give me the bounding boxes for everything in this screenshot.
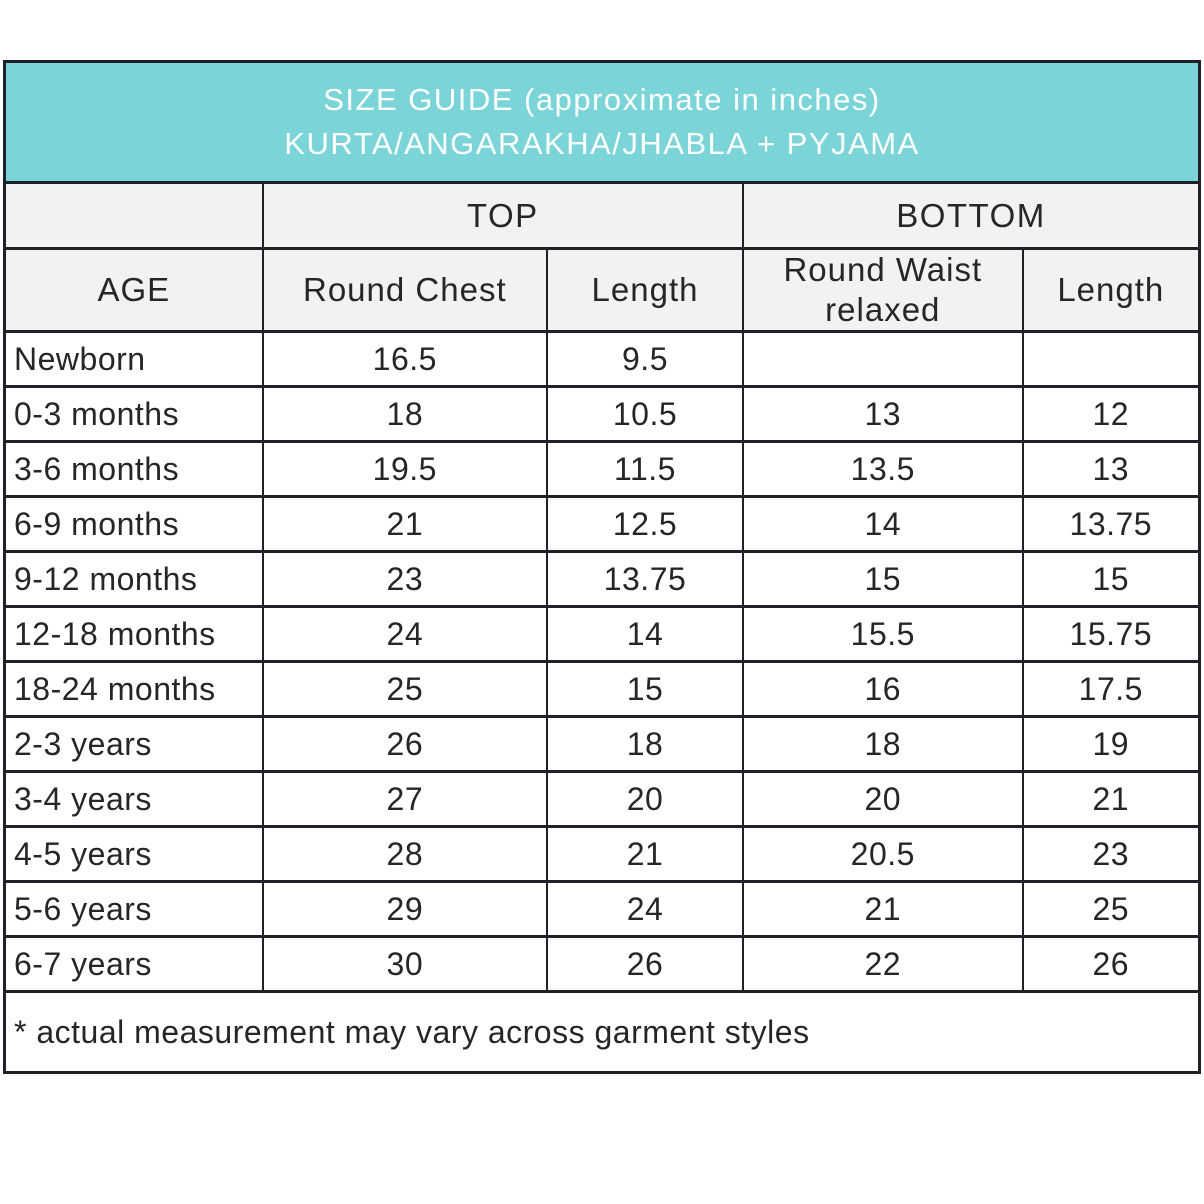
age-cell: 2-3 years <box>3 715 264 773</box>
round-waist-cell: 15.5 <box>741 605 1024 663</box>
round-waist-cell: 18 <box>741 715 1024 773</box>
top-length-cell: 24 <box>546 880 744 938</box>
table-row: 6-9 months 21 12.5 14 13.75 <box>3 495 1201 553</box>
round-waist-cell <box>741 330 1024 388</box>
round-chest-cell: 24 <box>261 605 549 663</box>
round-waist-cell: 15 <box>741 550 1024 608</box>
footnote-text: * actual measurement may vary across gar… <box>3 990 1201 1074</box>
round-waist-cell: 20 <box>741 770 1024 828</box>
column-header-round-chest: Round Chest <box>261 247 549 333</box>
top-length-cell: 9.5 <box>546 330 744 388</box>
round-chest-cell: 16.5 <box>261 330 549 388</box>
top-length-cell: 10.5 <box>546 385 744 443</box>
round-waist-cell: 14 <box>741 495 1024 553</box>
top-length-cell: 14 <box>546 605 744 663</box>
top-length-cell: 21 <box>546 825 744 883</box>
round-chest-cell: 28 <box>261 825 549 883</box>
table-row: 2-3 years 26 18 18 19 <box>3 715 1201 773</box>
round-waist-cell: 16 <box>741 660 1024 718</box>
title-line-2: KURTA/ANGARAKHA/JHABLA + PYJAMA <box>284 126 920 161</box>
round-chest-cell: 21 <box>261 495 549 553</box>
round-waist-cell: 22 <box>741 935 1024 993</box>
round-chest-cell: 19.5 <box>261 440 549 498</box>
footnote-row: * actual measurement may vary across gar… <box>3 990 1201 1074</box>
table-row: 3-6 months 19.5 11.5 13.5 13 <box>3 440 1201 498</box>
top-length-cell: 13.75 <box>546 550 744 608</box>
round-chest-cell: 29 <box>261 880 549 938</box>
age-cell: 0-3 months <box>3 385 264 443</box>
age-cell: 18-24 months <box>3 660 264 718</box>
column-header-top-length: Length <box>546 247 744 333</box>
table-row: 4-5 years 28 21 20.5 23 <box>3 825 1201 883</box>
age-cell: 3-4 years <box>3 770 264 828</box>
title-cell: SIZE GUIDE (approximate in inches) KURTA… <box>3 60 1201 184</box>
age-cell: 6-7 years <box>3 935 264 993</box>
table-row: 12-18 months 24 14 15.5 15.75 <box>3 605 1201 663</box>
round-chest-cell: 30 <box>261 935 549 993</box>
round-waist-cell: 21 <box>741 880 1024 938</box>
bottom-length-cell <box>1021 330 1201 388</box>
top-length-cell: 11.5 <box>546 440 744 498</box>
bottom-length-cell: 15 <box>1021 550 1201 608</box>
table-row: 6-7 years 30 26 22 26 <box>3 935 1201 993</box>
age-cell: Newborn <box>3 330 264 388</box>
top-length-cell: 26 <box>546 935 744 993</box>
age-cell: 12-18 months <box>3 605 264 663</box>
round-waist-line-1: Round Waist <box>783 251 983 289</box>
group-header-row: TOP BOTTOM <box>3 181 1201 250</box>
bottom-length-cell: 13.75 <box>1021 495 1201 553</box>
column-header-row: AGE Round Chest Length Round Waist relax… <box>3 247 1201 333</box>
round-chest-cell: 23 <box>261 550 549 608</box>
bottom-length-cell: 12 <box>1021 385 1201 443</box>
round-chest-cell: 18 <box>261 385 549 443</box>
column-header-age: AGE <box>3 247 264 333</box>
age-cell: 6-9 months <box>3 495 264 553</box>
bottom-length-cell: 23 <box>1021 825 1201 883</box>
bottom-length-cell: 26 <box>1021 935 1201 993</box>
table-row: 0-3 months 18 10.5 13 12 <box>3 385 1201 443</box>
table-row: 9-12 months 23 13.75 15 15 <box>3 550 1201 608</box>
age-cell: 4-5 years <box>3 825 264 883</box>
top-length-cell: 12.5 <box>546 495 744 553</box>
round-waist-cell: 20.5 <box>741 825 1024 883</box>
group-header-bottom: BOTTOM <box>741 181 1201 250</box>
title-banner: SIZE GUIDE (approximate in inches) KURTA… <box>3 60 1201 184</box>
round-waist-cell: 13 <box>741 385 1024 443</box>
column-header-bottom-length: Length <box>1021 247 1201 333</box>
top-length-cell: 15 <box>546 660 744 718</box>
round-chest-cell: 26 <box>261 715 549 773</box>
size-guide-table: SIZE GUIDE (approximate in inches) KURTA… <box>3 60 1201 1074</box>
table-row: 5-6 years 29 24 21 25 <box>3 880 1201 938</box>
table-row: Newborn 16.5 9.5 <box>3 330 1201 388</box>
round-chest-cell: 25 <box>261 660 549 718</box>
bottom-length-cell: 17.5 <box>1021 660 1201 718</box>
bottom-length-cell: 21 <box>1021 770 1201 828</box>
age-cell: 5-6 years <box>3 880 264 938</box>
table-row: 3-4 years 27 20 20 21 <box>3 770 1201 828</box>
round-waist-cell: 13.5 <box>741 440 1024 498</box>
column-header-round-waist: Round Waist relaxed <box>741 247 1024 333</box>
bottom-length-cell: 25 <box>1021 880 1201 938</box>
group-header-top: TOP <box>261 181 744 250</box>
bottom-length-cell: 15.75 <box>1021 605 1201 663</box>
age-cell: 3-6 months <box>3 440 264 498</box>
title-line-1: SIZE GUIDE (approximate in inches) <box>323 82 881 117</box>
age-cell: 9-12 months <box>3 550 264 608</box>
round-chest-cell: 27 <box>261 770 549 828</box>
bottom-length-cell: 13 <box>1021 440 1201 498</box>
round-waist-line-2: relaxed <box>825 291 941 328</box>
top-length-cell: 18 <box>546 715 744 773</box>
group-header-empty <box>3 181 264 250</box>
table-row: 18-24 months 25 15 16 17.5 <box>3 660 1201 718</box>
bottom-length-cell: 19 <box>1021 715 1201 773</box>
top-length-cell: 20 <box>546 770 744 828</box>
